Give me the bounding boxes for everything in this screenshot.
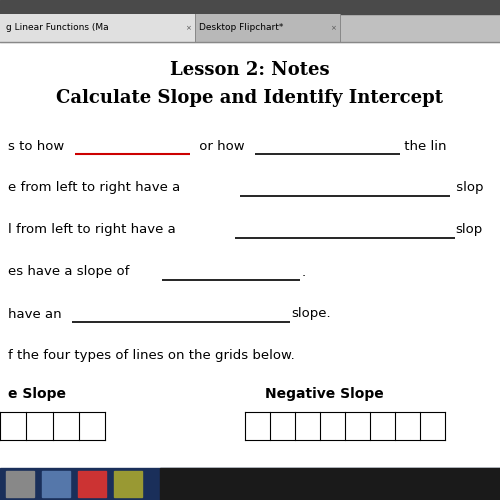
Bar — [0, 468, 500, 500]
Bar — [42, 471, 70, 497]
Text: Lesson 2: Notes: Lesson 2: Notes — [170, 61, 330, 79]
Bar — [0, 0, 500, 42]
Bar — [0, 14, 195, 42]
Text: l from left to right have a: l from left to right have a — [8, 224, 180, 236]
Text: es have a slope of: es have a slope of — [8, 266, 134, 278]
Text: ×: × — [185, 25, 191, 31]
Text: Negative Slope: Negative Slope — [265, 387, 384, 401]
Text: .: . — [302, 266, 306, 278]
Text: e Slope: e Slope — [8, 387, 66, 401]
Text: Calculate Slope and Identify Intercept: Calculate Slope and Identify Intercept — [56, 89, 444, 107]
Text: the lin: the lin — [400, 140, 446, 152]
Text: g Linear Functions (Ma: g Linear Functions (Ma — [6, 24, 108, 32]
Text: slop: slop — [452, 182, 484, 194]
Bar — [0, 0, 500, 14]
Text: e from left to right have a: e from left to right have a — [8, 182, 184, 194]
Text: have an: have an — [8, 308, 66, 320]
Text: ×: × — [330, 25, 336, 31]
Bar — [114, 471, 142, 497]
Bar — [6, 471, 34, 497]
Text: slope.: slope. — [291, 308, 331, 320]
Bar — [78, 471, 106, 497]
Text: f the four types of lines on the grids below.: f the four types of lines on the grids b… — [8, 350, 295, 362]
Text: slop: slop — [455, 224, 482, 236]
Text: s to how: s to how — [8, 140, 68, 152]
Bar — [195, 14, 340, 42]
Bar — [160, 468, 500, 500]
Text: or how: or how — [195, 140, 249, 152]
Text: Desktop Flipchart*: Desktop Flipchart* — [199, 24, 283, 32]
